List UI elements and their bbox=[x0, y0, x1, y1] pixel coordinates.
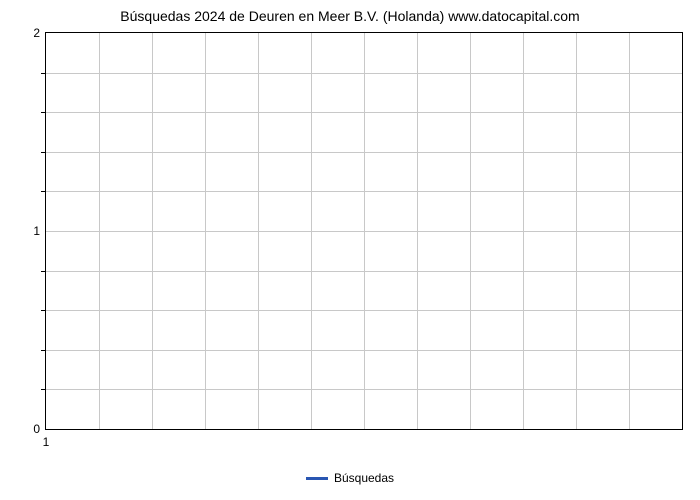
y-minor-tick bbox=[41, 350, 46, 351]
grid-line-horizontal-minor bbox=[46, 310, 682, 311]
y-tick-label: 0 bbox=[33, 422, 40, 436]
y-minor-tick bbox=[41, 191, 46, 192]
y-minor-tick bbox=[41, 271, 46, 272]
grid-line-horizontal-minor bbox=[46, 112, 682, 113]
chart-container: Búsquedas 2024 de Deuren en Meer B.V. (H… bbox=[0, 0, 700, 500]
y-minor-tick bbox=[41, 389, 46, 390]
legend-swatch bbox=[306, 477, 328, 480]
grid-line-horizontal-minor bbox=[46, 191, 682, 192]
y-tick-label: 2 bbox=[33, 26, 40, 40]
y-minor-tick bbox=[41, 152, 46, 153]
plot-area: 0121 bbox=[45, 32, 683, 430]
grid-line-horizontal bbox=[46, 231, 682, 232]
grid-line-horizontal-minor bbox=[46, 271, 682, 272]
legend: Búsquedas bbox=[0, 471, 700, 485]
y-minor-tick bbox=[41, 73, 46, 74]
chart-title: Búsquedas 2024 de Deuren en Meer B.V. (H… bbox=[0, 8, 700, 24]
x-tick-label: 1 bbox=[43, 435, 50, 449]
grid-line-horizontal-minor bbox=[46, 350, 682, 351]
grid-line-horizontal-minor bbox=[46, 152, 682, 153]
y-minor-tick bbox=[41, 112, 46, 113]
grid-line-horizontal-minor bbox=[46, 73, 682, 74]
grid-line-horizontal-minor bbox=[46, 389, 682, 390]
legend-label: Búsquedas bbox=[334, 471, 394, 485]
y-tick-label: 1 bbox=[33, 224, 40, 238]
y-minor-tick bbox=[41, 310, 46, 311]
